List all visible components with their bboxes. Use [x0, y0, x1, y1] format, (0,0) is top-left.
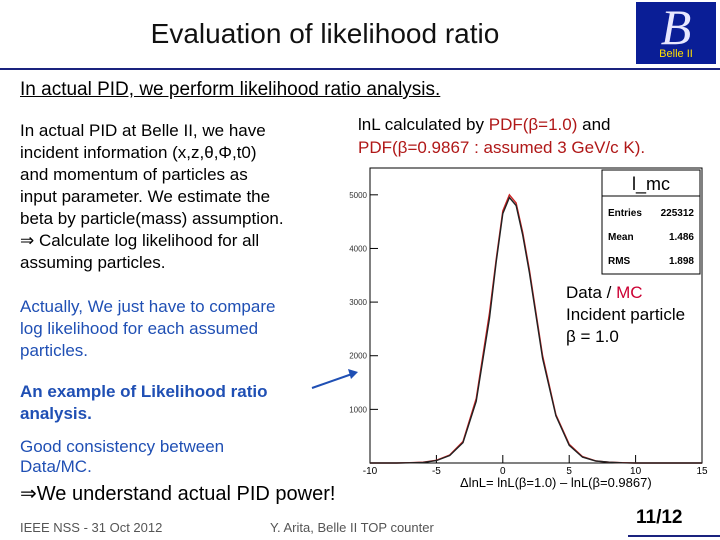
logo-mark: B	[660, 0, 692, 55]
compare-line: log likelihood for each assumed	[20, 319, 259, 338]
x-tick-label: 15	[696, 466, 708, 477]
data-label: Data	[566, 283, 602, 302]
series-data-line	[370, 196, 702, 464]
footer-author: Y. Arita, Belle II TOP counter	[270, 520, 434, 535]
stats-value: 225312	[661, 208, 695, 219]
x-tick-label: 0	[500, 466, 506, 477]
stats-label: Entries	[608, 208, 642, 219]
footer-divider	[628, 535, 720, 537]
intro-line: assuming particles.	[20, 253, 166, 272]
pdf-beta-1: PDF(β=1.0)	[488, 115, 578, 134]
x-tick-label: -5	[432, 466, 441, 477]
beta-value-label: β = 1.0	[566, 327, 619, 346]
data-mc-annotation: Data / MC Incident particle β = 1.0	[566, 283, 686, 346]
intro-line: incident information (x,z,θ,Φ,t0)	[20, 143, 257, 162]
consistency-note: Good consistency between Data/MC.	[20, 437, 340, 477]
x-tick-label: 10	[630, 466, 642, 477]
intro-line: input parameter. We estimate the	[20, 187, 271, 206]
compare-paragraph: Actually, We just have to compare log li…	[20, 296, 340, 362]
y-tick-label: 1000	[349, 405, 367, 414]
example-heading: An example of Likelihood ratio analysis.	[20, 381, 340, 425]
example-line: analysis.	[20, 404, 92, 423]
delta-lnl-formula: ΔlnL= lnL(β=1.0) – lnL(β=0.9867)	[460, 475, 652, 490]
incident-particle-label: Incident particle	[566, 305, 686, 324]
y-tick-label: 4000	[349, 244, 367, 253]
y-tick-label: 5000	[349, 191, 367, 200]
footer-conference: IEEE NSS - 31 Oct 2012	[20, 520, 163, 535]
page-number: 11/12	[636, 507, 683, 528]
intro-paragraph: In actual PID at Belle II, we have incid…	[20, 120, 350, 274]
x-tick-label: -10	[363, 466, 378, 477]
conclusion-text: ⇒We understand actual PID power!	[20, 483, 336, 505]
description-line-1: lnL calculated by PDF(β=1.0) and	[358, 115, 611, 134]
likelihood-histogram: 1000 2000 3000 4000 5000 -10 -5 0 5 10 15 l_mc Entri…	[349, 167, 708, 477]
plot-description: lnL calculated by PDF(β=1.0) and PDF(β=0…	[358, 113, 718, 159]
page-title: Evaluation of likelihood ratio	[150, 18, 500, 49]
mc-label: MC	[616, 283, 643, 302]
x-tick-label: 5	[566, 466, 572, 477]
intro-line: In actual PID at Belle II, we have	[20, 121, 266, 140]
subtitle: In actual PID, we perform likelihood rat…	[20, 79, 441, 100]
intro-line: and momentum of particles as	[20, 165, 248, 184]
compare-line: particles.	[20, 341, 89, 360]
pdf-beta-kaon: PDF(β=0.9867 : assumed 3 GeV/c K).	[358, 138, 646, 157]
y-tick-label: 2000	[349, 352, 367, 361]
compare-line: Actually, We just have to compare	[20, 297, 276, 316]
stats-title: l_mc	[632, 174, 670, 195]
consistency-line: Good consistency between	[20, 437, 225, 456]
stats-value: 1.486	[669, 232, 694, 243]
example-line: An example of Likelihood ratio	[20, 382, 268, 401]
title-divider	[0, 68, 720, 70]
stats-box	[601, 169, 701, 275]
intro-line: beta by particle(mass) assumption.	[20, 209, 284, 228]
stats-label: RMS	[608, 256, 631, 267]
stats-value: 1.898	[669, 256, 694, 267]
y-tick-label: 3000	[349, 298, 367, 307]
consistency-line: Data/MC.	[20, 457, 92, 476]
belle-ii-logo: B Belle II	[636, 0, 716, 64]
logo-text: Belle II	[659, 48, 693, 60]
stats-label: Mean	[608, 232, 634, 243]
intro-line: ⇒ Calculate log likelihood for all	[20, 231, 260, 250]
